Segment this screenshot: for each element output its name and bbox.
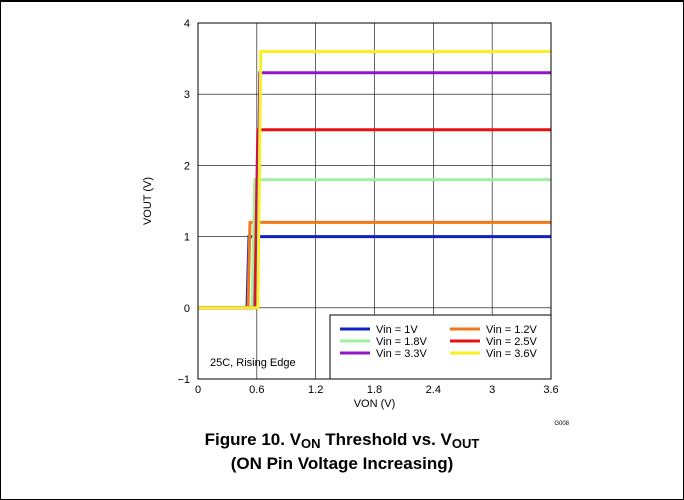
x-tick-label: 1.2 [308, 384, 323, 396]
caption-mid: Threshold vs. V [320, 430, 452, 449]
caption-sub-on: ON [301, 436, 321, 451]
y-tick-label: 1 [184, 232, 190, 244]
x-tick-label: 3 [489, 384, 495, 396]
legend-entry: Vin = 1.2V [486, 324, 538, 336]
legend-entry: Vin = 1.8V [376, 336, 428, 348]
legend-entry: Vin = 3.6V [486, 348, 538, 360]
x-axis-label: VON (V) [354, 398, 396, 410]
y-tick-label: 4 [184, 18, 190, 30]
y-tick-label: −1 [177, 374, 190, 386]
x-tick-label: 1.8 [367, 384, 382, 396]
condition-annotation: 25C, Rising Edge [210, 357, 296, 369]
x-tick-label: 0 [195, 384, 201, 396]
figure-caption-line1: Figure 10. VON Threshold vs. VOUT [0, 430, 684, 451]
legend-entry: Vin = 1V [376, 324, 418, 336]
legend-entry: Vin = 3.3V [376, 348, 428, 360]
y-axis-label: VOUT (V) [142, 177, 154, 225]
legend-box [329, 314, 552, 380]
y-tick-label: 3 [184, 89, 190, 101]
legend-entry: Vin = 2.5V [486, 336, 538, 348]
caption-prefix: Figure 10. V [204, 430, 302, 449]
y-tick-label: 2 [184, 160, 190, 172]
x-tick-label: 3.6 [543, 384, 558, 396]
tick-labels: 0 0.6 1.2 1.8 2.4 3 3.6 −1 0 1 2 3 4 [177, 18, 558, 396]
series-line [198, 50, 551, 310]
y-tick-label: 0 [184, 303, 190, 315]
x-tick-label: 2.4 [426, 384, 441, 396]
caption-sub-out: OUT [451, 436, 480, 451]
figure-caption-line2: (ON Pin Voltage Increasing) [230, 454, 454, 473]
series-lines [198, 50, 551, 310]
figure-code: G008 [554, 421, 569, 427]
x-tick-label: 0.6 [249, 384, 264, 396]
